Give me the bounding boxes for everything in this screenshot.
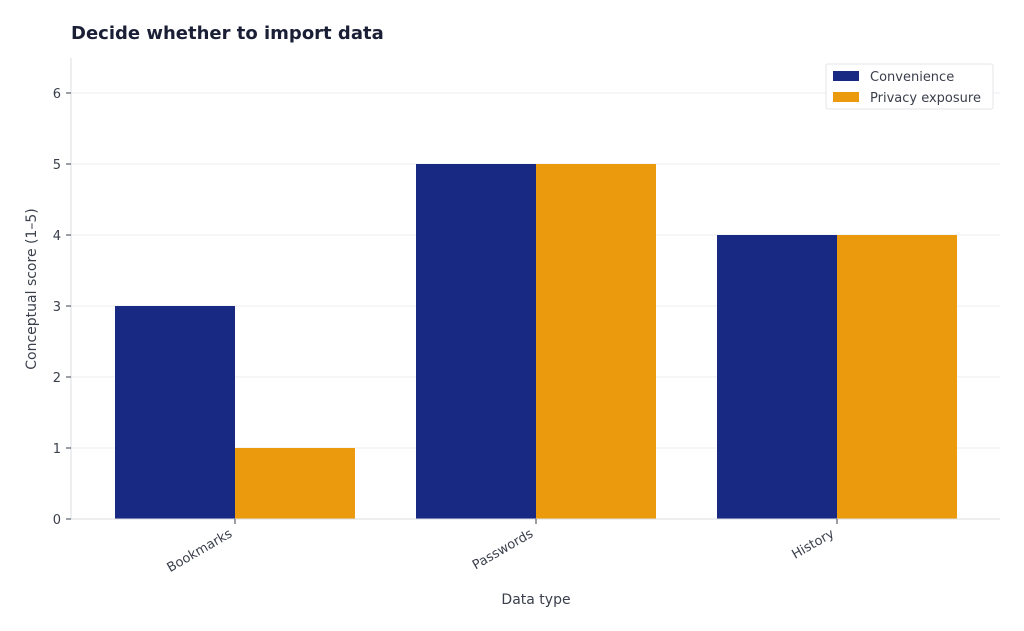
x-tick-label: History <box>789 526 837 562</box>
bar-convenience-bookmarks <box>115 306 235 519</box>
bar-privacy-exposure-bookmarks <box>235 448 355 519</box>
bar-convenience-history <box>717 235 837 519</box>
legend-label: Privacy exposure <box>870 91 981 106</box>
y-tick-label: 2 <box>53 371 61 386</box>
bar-convenience-passwords <box>416 164 536 519</box>
y-axis-label: Conceptual score (1–5) <box>24 208 40 370</box>
x-axis-label: Data type <box>501 592 570 608</box>
bars <box>115 164 957 519</box>
x-tick-label: Bookmarks <box>165 526 236 575</box>
legend-box <box>825 63 994 110</box>
bar-privacy-exposure-passwords <box>536 164 656 519</box>
chart-title: Decide whether to import data <box>71 23 384 44</box>
x-ticks: Bookmarks Passwords History <box>165 519 838 576</box>
legend-swatch <box>833 71 859 81</box>
bar-privacy-exposure-history <box>837 235 957 519</box>
y-ticks: 0 1 2 3 4 5 6 <box>53 87 71 528</box>
y-tick-label: 6 <box>53 87 61 102</box>
legend-swatch <box>833 92 859 102</box>
legend: Convenience Privacy exposure <box>825 63 994 110</box>
y-tick-label: 5 <box>53 158 61 173</box>
y-tick-label: 1 <box>53 442 61 457</box>
legend-label: Convenience <box>870 70 954 85</box>
y-tick-label: 0 <box>53 513 61 528</box>
y-tick-label: 3 <box>53 300 61 315</box>
y-tick-label: 4 <box>53 229 61 244</box>
x-tick-label: Passwords <box>470 526 536 573</box>
